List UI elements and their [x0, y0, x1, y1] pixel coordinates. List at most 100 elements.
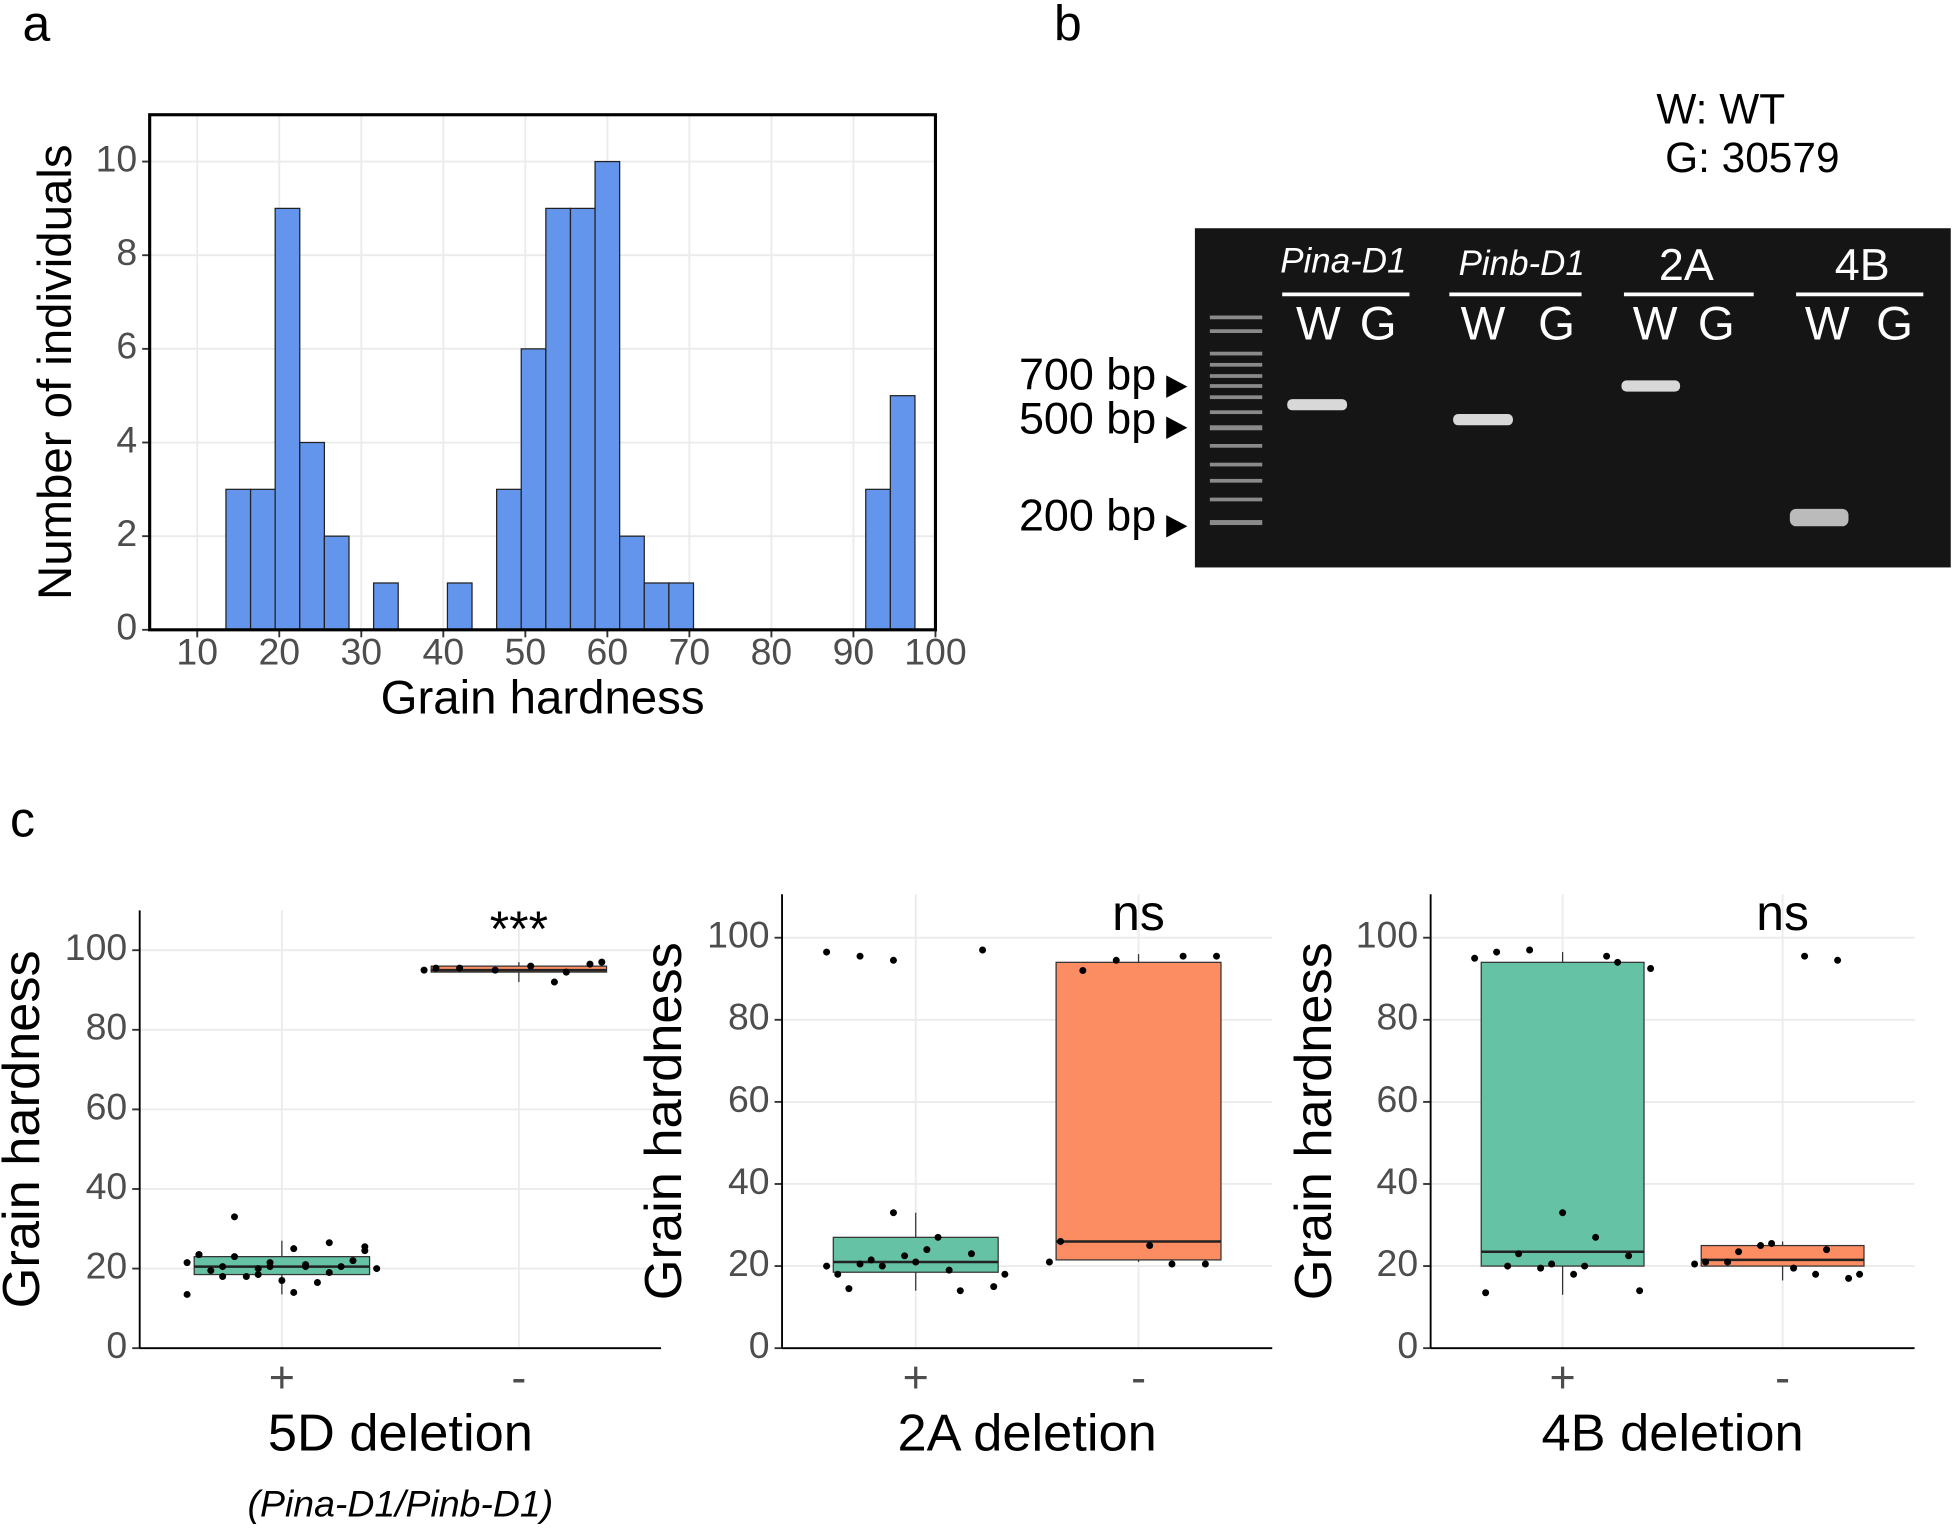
lane-label: G: [1360, 297, 1397, 350]
data-point: [254, 1265, 262, 1273]
gel-group: Pinb-D1: [1459, 244, 1585, 283]
data-point: [901, 1252, 909, 1260]
data-point: [856, 1260, 864, 1268]
bar: [865, 488, 891, 631]
panel-label: b: [1054, 0, 1082, 52]
data-point: [823, 1262, 831, 1270]
gel-group: 2A: [1659, 239, 1714, 290]
panel-label: a: [22, 0, 50, 52]
x-tick-label: 70: [669, 631, 711, 673]
data-point: [1801, 952, 1809, 960]
data-point: [990, 1283, 998, 1291]
data-point: [219, 1263, 227, 1271]
data-point: [834, 1270, 842, 1278]
bar: [619, 535, 645, 631]
ladder: [1209, 315, 1263, 526]
y-axis-title: Grain hardness: [1285, 942, 1343, 1300]
data-point: [1548, 1260, 1556, 1268]
data-point: [219, 1273, 227, 1281]
data-point: [856, 952, 864, 960]
y-tick-label: 100: [707, 914, 769, 956]
data-point: [325, 1239, 333, 1247]
y-axis-title: Grain hardness: [635, 942, 693, 1300]
gel-legend: G: 30579: [1665, 134, 1839, 181]
data-point: [934, 1233, 942, 1241]
y-tick-label: 100: [65, 926, 127, 968]
data-point: [266, 1263, 274, 1271]
data-point: [1201, 1260, 1209, 1268]
x-tick-label: -: [511, 1351, 526, 1402]
y-tick-label: 40: [86, 1165, 128, 1207]
data-point: [979, 946, 987, 954]
lane-label: W: [1633, 297, 1678, 350]
data-point: [1045, 1258, 1053, 1266]
data-point: [550, 978, 558, 986]
data-point: [290, 1288, 298, 1296]
data-point: [456, 964, 464, 972]
data-point: [1515, 1250, 1523, 1258]
y-tick-label: 20: [86, 1244, 128, 1286]
bar: [668, 582, 695, 631]
y-tick-label: 80: [86, 1006, 128, 1048]
x-tick-label: 60: [587, 631, 629, 673]
y-tick-label: 60: [1377, 1078, 1419, 1120]
data-point: [845, 1285, 853, 1293]
data-point: [1146, 1242, 1154, 1250]
bar: [446, 582, 473, 631]
y-tick-label: 100: [1356, 914, 1418, 956]
data-point: [878, 1262, 886, 1270]
data-point: [1179, 952, 1187, 960]
x-tick-label: 30: [340, 631, 382, 673]
data-point: [349, 1257, 357, 1265]
x-axis-note: (Pina-D1/Pinb-D1): [248, 1482, 554, 1524]
data-point: [1581, 1262, 1589, 1270]
y-tick-label: 2: [116, 512, 137, 554]
x-tick-label: +: [903, 1351, 929, 1402]
panel-border: [148, 113, 938, 632]
y-tick-label: 40: [728, 1160, 770, 1202]
box: [1480, 961, 1645, 1267]
y-axis-title: Number of individuals: [29, 145, 82, 601]
data-point: [867, 1256, 875, 1264]
bar: [889, 395, 916, 631]
data-point: [889, 1209, 897, 1217]
y-tick-label: 4: [116, 418, 137, 460]
lane-label: G: [1876, 297, 1913, 350]
y-tick-label: 6: [116, 325, 137, 367]
data-point: [337, 1263, 345, 1271]
data-point: [1559, 1209, 1567, 1217]
x-axis-title: 5D deletion: [268, 1405, 533, 1463]
y-tick-label: 60: [728, 1078, 770, 1120]
y-tick-label: 0: [106, 1324, 127, 1366]
data-point: [313, 1279, 321, 1286]
data-point: [361, 1247, 369, 1255]
data-point: [912, 1258, 920, 1266]
data-point: [1057, 1237, 1065, 1245]
size-marker: 500 bp: [1019, 392, 1156, 443]
data-point: [242, 1273, 250, 1281]
data-point: [1168, 1260, 1176, 1268]
x-tick-label: -: [1775, 1351, 1790, 1402]
box: [1055, 961, 1222, 1261]
x-tick-label: 40: [423, 631, 465, 673]
data-point: [562, 968, 570, 976]
data-point: [290, 1245, 298, 1253]
data-point: [1636, 1287, 1644, 1295]
bar: [594, 160, 621, 631]
gel-band: [1287, 380, 1849, 527]
x-tick-label: 10: [176, 631, 218, 673]
data-point: [823, 948, 831, 956]
y-tick-label: 10: [96, 137, 138, 179]
x-axis-title: Grain hardness: [381, 671, 705, 724]
annotation: ***: [490, 901, 548, 957]
data-point: [373, 1265, 381, 1273]
bar: [225, 488, 252, 631]
data-point: [1735, 1248, 1743, 1256]
data-point: [1526, 946, 1534, 954]
size-marker: 700 bp: [1019, 349, 1156, 400]
lane-label: G: [1538, 297, 1575, 350]
gel-group: 4B: [1835, 239, 1890, 290]
bar: [545, 207, 572, 631]
bar: [643, 582, 670, 631]
x-tick-label: 20: [258, 631, 300, 673]
